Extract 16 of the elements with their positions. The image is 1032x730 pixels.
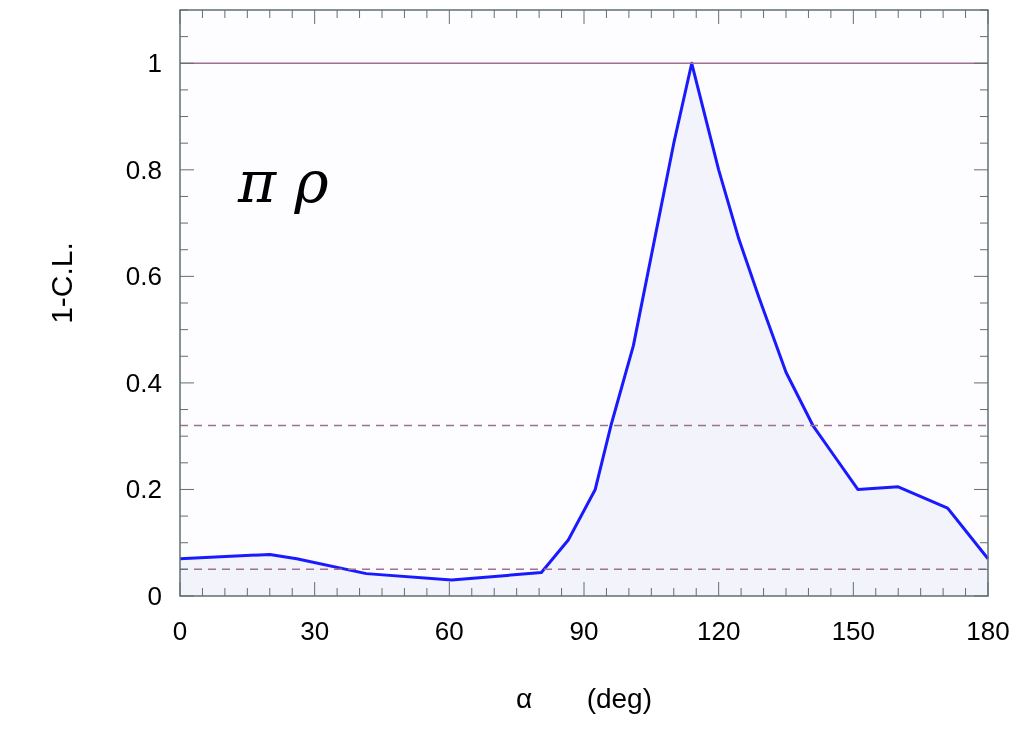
x-tick-label: 0 xyxy=(172,616,188,646)
x-axis-title: α (deg) xyxy=(515,683,653,714)
y-tick-label: 0 xyxy=(147,581,162,611)
y-tick-label: 0.6 xyxy=(125,261,162,292)
annotation: π ρ xyxy=(237,147,329,216)
x-tick-label: 90 xyxy=(569,616,599,646)
y-tick-label: 0.8 xyxy=(125,154,162,185)
x-tick-label: 150 xyxy=(831,616,876,646)
y-axis-title: 1-C.L. xyxy=(45,242,78,324)
y-tick-label: 0.2 xyxy=(125,474,162,505)
x-tick-label: 120 xyxy=(696,616,741,646)
x-tick-label: 180 xyxy=(966,616,1010,646)
x-tick-label: 60 xyxy=(434,616,464,646)
y-tick-label: 1 xyxy=(147,48,162,79)
x-tick-label: 30 xyxy=(300,616,330,646)
y-tick-label: 0.4 xyxy=(125,367,162,398)
